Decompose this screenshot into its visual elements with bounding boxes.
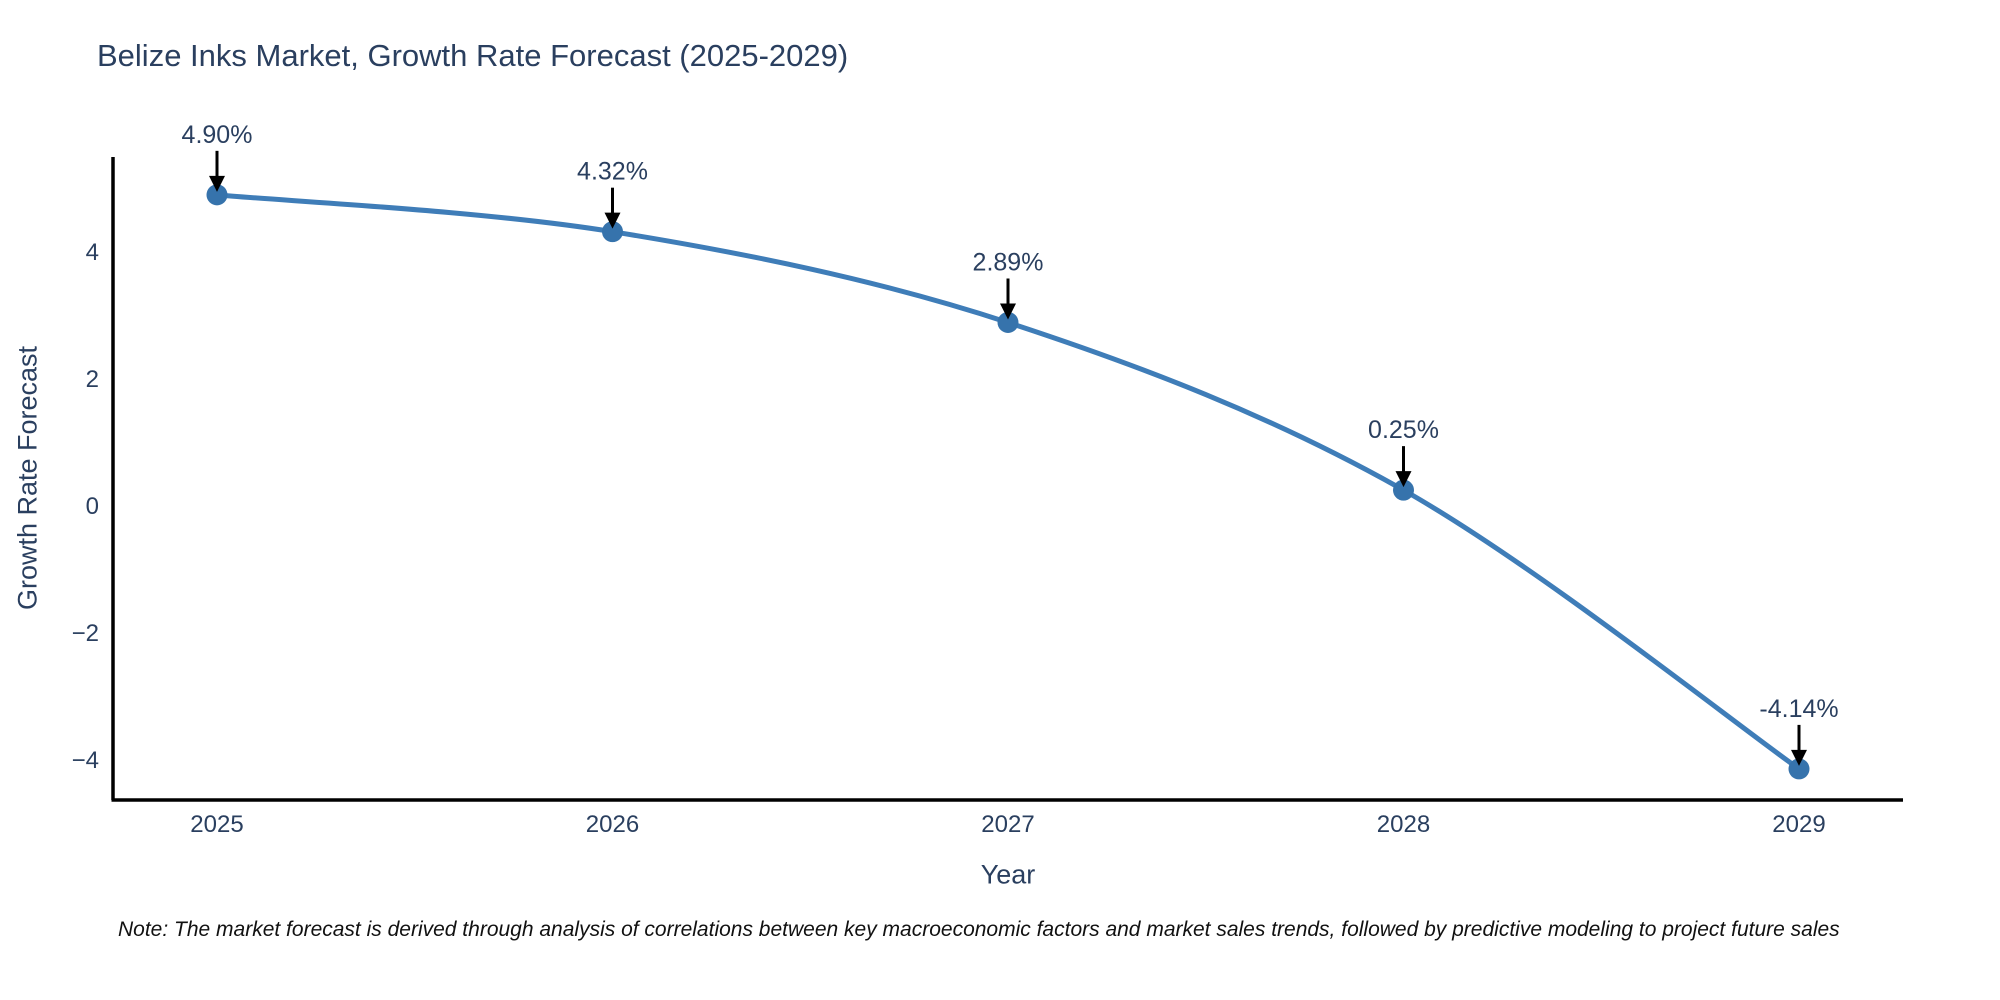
data-point-label: 4.90% [182,121,253,149]
x-tick-label: 2026 [586,811,639,838]
x-tick-label: 2025 [190,811,243,838]
data-point-marker [1393,479,1414,501]
annotation-arrow-head [1000,303,1016,320]
y-tick-label: 0 [86,493,99,520]
data-point-label: -4.14% [1759,695,1838,723]
x-axis-title: Year [980,859,1036,890]
y-tick-label: 4 [86,239,99,266]
chart-title: Belize Inks Market, Growth Rate Forecast… [97,38,849,73]
data-point-label: 2.89% [973,248,1044,276]
x-tick-label: 2028 [1377,811,1430,838]
data-point-marker [206,184,228,206]
y-tick-label: −4 [72,747,99,774]
data-point-marker [602,221,623,243]
y-tick-label: 2 [86,366,99,393]
data-point-label: 0.25% [1368,416,1439,444]
annotation-arrow-head [1791,749,1807,766]
data-point-label: 4.32% [577,158,648,186]
annotation-arrow-head [1395,471,1412,488]
x-tick-label: 2027 [981,811,1034,838]
annotation-arrow-head [604,212,621,229]
footnote: Note: The market forecast is derived thr… [118,918,1840,941]
y-tick-label: −2 [72,620,99,647]
data-point-marker [1788,758,1810,780]
data-point-marker [997,311,1019,333]
x-tick-label: 2029 [1772,811,1825,838]
y-axis-title: Growth Rate Forecast [12,345,43,611]
annotation-arrow-head [209,175,225,192]
